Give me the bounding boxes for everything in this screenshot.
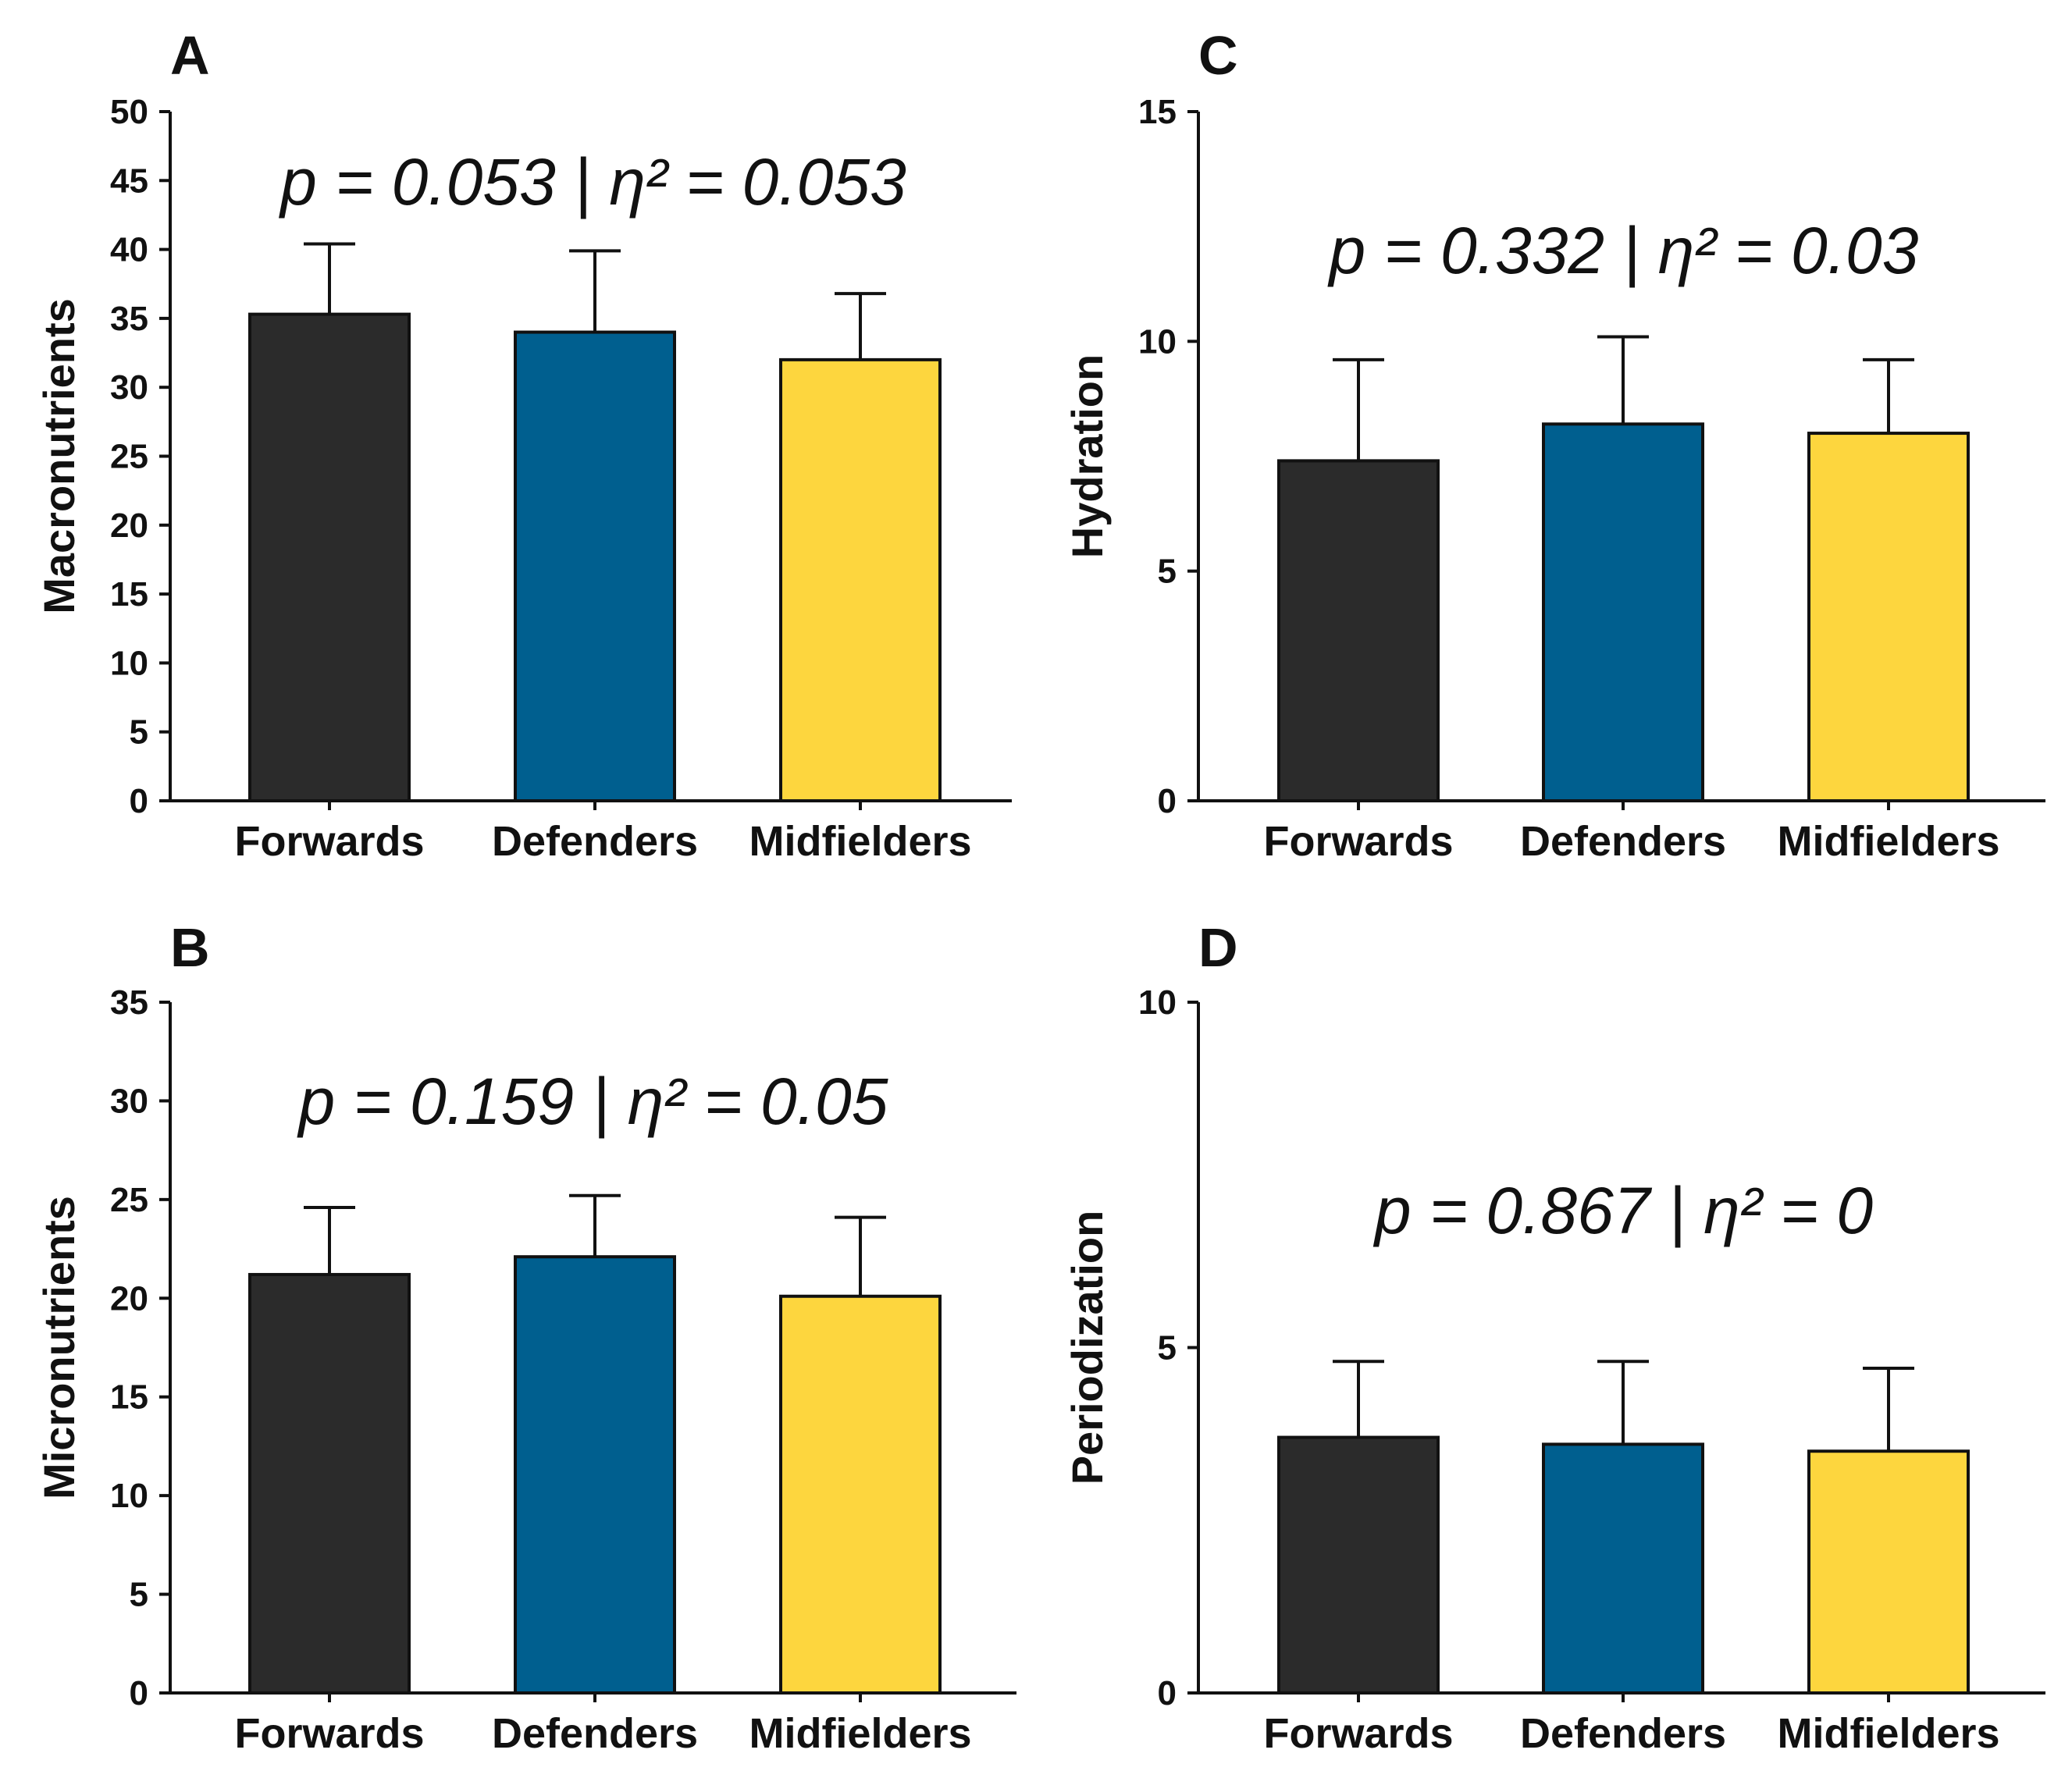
panel-d: Dp = 0.867 | η² = 0 Periodization Forwards… xyxy=(1063,917,2045,1757)
bar-midfielders xyxy=(1807,1449,1970,1695)
bar-midfielders xyxy=(1807,432,1970,802)
y-tick-label: 35 xyxy=(110,300,148,338)
panel-b: Bp = 0.159 | η² = 0.05 Micronutrients Forw… xyxy=(34,917,1016,1757)
stats-annotation: p = 0.867 | η² = 0 xyxy=(1372,1174,1873,1247)
y-tick-label: 40 xyxy=(110,231,148,269)
y-tick-label: 10 xyxy=(110,1477,148,1515)
y-tick-label: 0 xyxy=(130,1674,148,1712)
bar-defenders xyxy=(514,1255,676,1695)
x-tick-label: Forwards xyxy=(234,818,424,865)
x-tick-label: Defenders xyxy=(492,1710,698,1757)
y-tick-label: 0 xyxy=(1158,782,1177,820)
stats-annotation: p = 0.053 | η² = 0.053 xyxy=(278,145,906,219)
y-axis-title: Hydration xyxy=(1063,354,1112,558)
y-tick-label: 10 xyxy=(110,644,148,682)
panel-c: Cp = 0.332 | η² = 0.03 Hydration Forwards D… xyxy=(1063,25,2045,865)
bar-midfielders xyxy=(779,1294,942,1695)
y-tick-label: 15 xyxy=(1138,93,1177,131)
x-tick-label: Forwards xyxy=(1263,818,1453,865)
bar-defenders xyxy=(1542,422,1704,802)
bar-forwards xyxy=(248,1272,411,1695)
panel-letter: A xyxy=(170,25,210,86)
y-tick-label: 45 xyxy=(110,162,148,200)
stats-annotation: p = 0.159 | η² = 0.05 xyxy=(297,1065,888,1138)
x-tick-label: Midfielders xyxy=(1777,1710,1999,1757)
y-tick-label: 0 xyxy=(1158,1674,1177,1712)
x-tick-label: Defenders xyxy=(492,818,698,865)
bar-forwards xyxy=(248,312,411,802)
x-tick-label: Midfielders xyxy=(1777,818,1999,865)
panel-letter: B xyxy=(170,917,210,978)
y-tick-label: 20 xyxy=(110,1279,148,1318)
bar-midfielders xyxy=(779,357,942,802)
y-tick-label: 5 xyxy=(130,713,148,752)
y-tick-label: 30 xyxy=(110,1082,148,1120)
bar-defenders xyxy=(1542,1442,1704,1695)
y-tick-label: 15 xyxy=(110,575,148,613)
stats-annotation: p = 0.332 | η² = 0.03 xyxy=(1327,214,1919,287)
y-axis-title: Micronutrients xyxy=(34,1196,84,1499)
y-tick-label: 35 xyxy=(110,983,148,1022)
y-axis-title: Periodization xyxy=(1063,1211,1112,1485)
x-tick-label: Midfielders xyxy=(749,1710,971,1757)
panel-letter: D xyxy=(1198,917,1238,978)
y-tick-label: 5 xyxy=(130,1576,148,1614)
y-tick-label: 15 xyxy=(110,1378,148,1417)
y-tick-label: 50 xyxy=(110,93,148,131)
y-tick-label: 0 xyxy=(130,782,148,820)
x-tick-label: Midfielders xyxy=(749,818,971,865)
bar-defenders xyxy=(514,330,676,802)
y-tick-label: 10 xyxy=(1138,322,1177,361)
bar-forwards xyxy=(1277,1435,1440,1695)
panel-a: Ap = 0.053 | η² = 0.053 Macronutrients For… xyxy=(34,25,1012,865)
y-tick-label: 20 xyxy=(110,507,148,545)
y-tick-label: 10 xyxy=(1138,983,1177,1022)
y-axis-title: Macronutrients xyxy=(34,298,84,614)
panel-letter: C xyxy=(1198,25,1238,86)
x-tick-label: Defenders xyxy=(1520,1710,1726,1757)
y-tick-label: 5 xyxy=(1158,1329,1177,1367)
bar-forwards xyxy=(1277,459,1440,802)
y-tick-label: 25 xyxy=(110,438,148,476)
x-tick-label: Forwards xyxy=(234,1710,424,1757)
x-tick-label: Defenders xyxy=(1520,818,1726,865)
y-tick-label: 25 xyxy=(110,1181,148,1219)
x-tick-label: Forwards xyxy=(1263,1710,1453,1757)
y-tick-label: 30 xyxy=(110,368,148,407)
y-tick-label: 5 xyxy=(1158,553,1177,591)
